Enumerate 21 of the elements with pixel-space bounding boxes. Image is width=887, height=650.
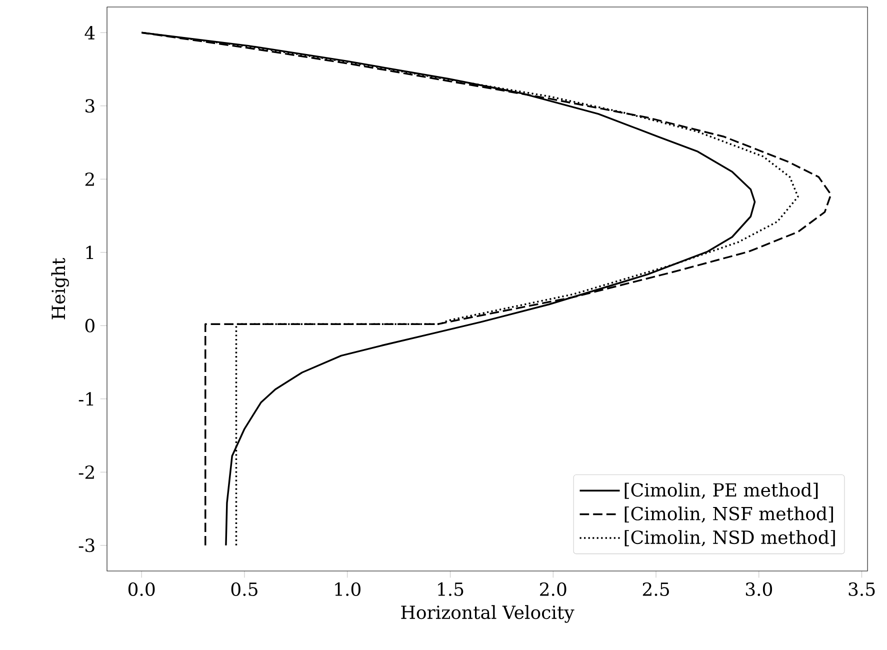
x-tick-label: 2.0: [540, 582, 566, 596]
x-tick-label: 1.5: [438, 582, 464, 596]
x-tick-label: 3.5: [848, 582, 875, 596]
y-tick-label: -1: [78, 392, 94, 406]
y-tick-label: 4: [84, 26, 95, 40]
legend-label: [Cimolin, NSF method]: [624, 506, 833, 523]
x-axis-title: Horizontal Velocity: [401, 605, 574, 623]
x-tick-label: 0.0: [128, 582, 155, 596]
x-tick-label: 1.0: [335, 582, 360, 596]
y-tick-label: 2: [85, 172, 94, 186]
legend-label: [Cimolin, PE method]: [624, 482, 818, 499]
y-tick-label: -3: [78, 538, 94, 552]
x-tick-label: 3.0: [746, 582, 772, 596]
legend-label: [Cimolin, NSD method]: [624, 530, 835, 546]
y-tick-label: 3: [86, 99, 94, 113]
x-tick-label: 0.5: [231, 582, 258, 596]
y-axis-title: Height: [51, 258, 69, 320]
y-tick-label: 1: [86, 246, 94, 260]
y-tick-label: 0: [85, 318, 94, 332]
x-tick-label: 2.5: [642, 582, 669, 596]
y-tick-label: -2: [78, 465, 94, 479]
